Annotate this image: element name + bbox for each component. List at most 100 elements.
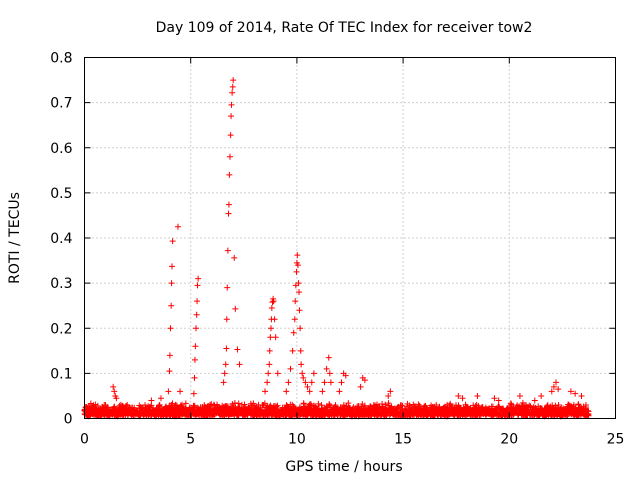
data-point	[361, 377, 368, 384]
data-point	[234, 412, 241, 419]
data-point	[550, 383, 557, 390]
data-point	[308, 379, 315, 386]
data-point	[229, 400, 236, 407]
x-tick-labels: 0 5 10 15 20 25	[80, 432, 624, 448]
data-point	[315, 400, 322, 407]
data-point	[459, 395, 466, 402]
data-point	[296, 307, 303, 314]
data-point	[495, 397, 502, 404]
data-point	[231, 254, 238, 261]
data-point	[266, 347, 273, 354]
data-point	[156, 402, 163, 409]
data-point	[519, 399, 526, 406]
data-point	[297, 347, 304, 354]
data-point	[310, 370, 317, 377]
y-tick-label: 0.7	[50, 96, 72, 112]
y-tick-label: 0.2	[50, 321, 72, 337]
data-point	[232, 305, 239, 312]
data-point	[168, 280, 175, 287]
data-point	[166, 368, 173, 375]
data-point	[193, 325, 200, 332]
data-point	[192, 343, 199, 350]
data-point	[225, 210, 232, 217]
data-point	[538, 392, 545, 399]
data-point	[191, 356, 198, 363]
data-point	[398, 402, 405, 409]
data-point	[94, 402, 101, 409]
grid-lines	[84, 57, 616, 419]
data-point	[292, 298, 299, 305]
data-point	[269, 299, 276, 306]
data-point	[194, 282, 201, 289]
data-point	[229, 89, 236, 96]
data-point	[156, 403, 163, 410]
data-point	[226, 171, 233, 178]
data-point	[578, 392, 585, 399]
data-point	[290, 329, 297, 336]
x-axis-title: GPS time / hours	[285, 459, 402, 475]
data-point	[294, 262, 301, 269]
data-point	[191, 374, 198, 381]
data-point	[166, 352, 173, 359]
data-point	[307, 400, 314, 407]
data-point	[169, 263, 176, 270]
data-point	[169, 400, 176, 407]
y-tick-label: 0.3	[50, 276, 72, 292]
data-point	[236, 361, 243, 368]
data-point	[231, 399, 238, 406]
data-point	[475, 402, 482, 409]
data-point	[297, 325, 304, 332]
data-point	[291, 316, 298, 323]
x-tick-label: 5	[186, 432, 195, 448]
data-point	[332, 402, 339, 409]
data-point	[270, 298, 277, 305]
data-point	[113, 395, 120, 402]
data-point	[416, 402, 423, 409]
data-point	[387, 388, 394, 395]
data-point	[190, 390, 197, 397]
data-point	[399, 402, 406, 409]
data-point	[531, 397, 538, 404]
data-point	[224, 247, 231, 254]
data-point	[167, 325, 174, 332]
data-point	[168, 302, 175, 309]
y-tick-label: 0.4	[50, 231, 72, 247]
data-point	[266, 361, 273, 368]
data-point	[319, 388, 326, 395]
data-point	[148, 397, 155, 404]
data-point	[289, 347, 296, 354]
x-tick-label: 0	[80, 432, 89, 448]
data-point	[575, 401, 582, 408]
data-point	[177, 388, 184, 395]
data-point	[385, 392, 392, 399]
data-point	[295, 280, 302, 287]
data-point	[222, 361, 229, 368]
data-point	[110, 383, 117, 390]
data-point	[293, 268, 300, 275]
data-point	[555, 402, 562, 409]
data-point	[147, 403, 154, 410]
data-point	[507, 400, 514, 407]
data-point	[220, 379, 227, 386]
data-point	[474, 392, 481, 399]
data-point	[336, 388, 343, 395]
data-point	[230, 77, 237, 84]
axis-ticks	[84, 57, 616, 419]
data-point	[111, 388, 118, 395]
x-tick-label: 10	[288, 432, 306, 448]
y-tick-label: 0.1	[50, 366, 72, 382]
y-tick-labels: 0 0.1 0.2 0.3 0.4 0.5 0.6 0.7 0.8	[50, 51, 72, 428]
data-point	[567, 402, 574, 409]
data-point	[226, 153, 233, 160]
data-point	[304, 383, 311, 390]
plot-frame	[84, 57, 616, 419]
data-point	[274, 402, 281, 409]
data-point	[433, 401, 440, 408]
data-point	[165, 388, 172, 395]
data-point	[228, 113, 235, 120]
data-point	[379, 400, 386, 407]
data-point	[268, 304, 275, 311]
data-point	[194, 298, 201, 305]
data-point	[342, 372, 349, 379]
